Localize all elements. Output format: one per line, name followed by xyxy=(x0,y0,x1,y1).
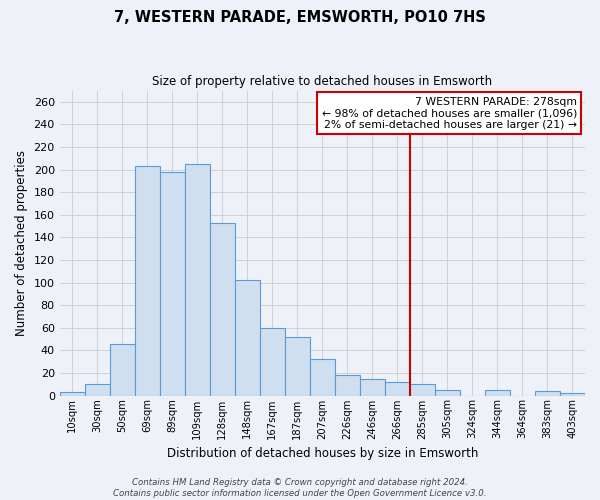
Bar xyxy=(360,378,385,396)
Bar xyxy=(410,384,435,396)
Bar xyxy=(435,390,460,396)
X-axis label: Distribution of detached houses by size in Emsworth: Distribution of detached houses by size … xyxy=(167,447,478,460)
Bar xyxy=(59,392,85,396)
Bar xyxy=(385,382,410,396)
Bar xyxy=(260,328,285,396)
Bar xyxy=(535,391,560,396)
Bar xyxy=(310,360,335,396)
Y-axis label: Number of detached properties: Number of detached properties xyxy=(15,150,28,336)
Bar xyxy=(560,394,585,396)
Bar xyxy=(85,384,110,396)
Text: 7, WESTERN PARADE, EMSWORTH, PO10 7HS: 7, WESTERN PARADE, EMSWORTH, PO10 7HS xyxy=(114,10,486,25)
Bar xyxy=(135,166,160,396)
Text: 7 WESTERN PARADE: 278sqm
← 98% of detached houses are smaller (1,096)
2% of semi: 7 WESTERN PARADE: 278sqm ← 98% of detach… xyxy=(322,96,577,130)
Bar xyxy=(485,390,510,396)
Bar xyxy=(160,172,185,396)
Text: Contains HM Land Registry data © Crown copyright and database right 2024.
Contai: Contains HM Land Registry data © Crown c… xyxy=(113,478,487,498)
Bar xyxy=(110,344,135,396)
Bar xyxy=(335,375,360,396)
Bar xyxy=(210,222,235,396)
Bar xyxy=(185,164,210,396)
Bar xyxy=(285,337,310,396)
Title: Size of property relative to detached houses in Emsworth: Size of property relative to detached ho… xyxy=(152,75,493,88)
Bar xyxy=(235,280,260,396)
